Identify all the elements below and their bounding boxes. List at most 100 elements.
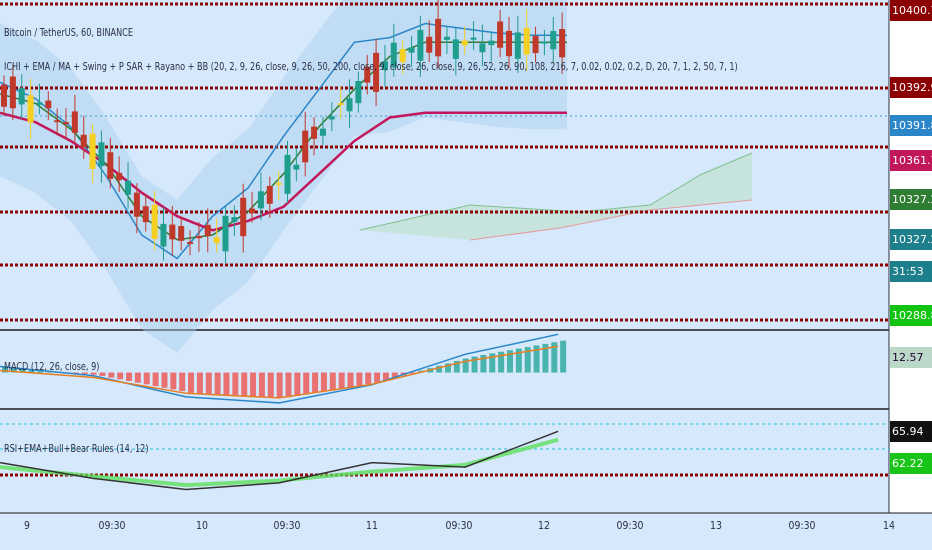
indicator-legend[interactable]: ICHI + EMA / MA + Swing + P SAR + Rayano… (4, 60, 738, 73)
candle-body (435, 18, 442, 57)
price-tag[interactable]: 31:53 (890, 261, 932, 282)
macd-bar (188, 372, 195, 393)
cloud-line (359, 152, 753, 231)
x-tick-label: 12 (538, 519, 550, 532)
macd-bar (551, 342, 558, 373)
x-tick-label: 9 (24, 519, 30, 532)
candle-body (470, 37, 477, 40)
macd-bar (542, 343, 549, 373)
macd-bar (462, 358, 469, 373)
macd-bar (374, 372, 381, 383)
time-axis-bg (0, 513, 932, 550)
macd-bar (356, 372, 363, 386)
candle-body (417, 29, 424, 61)
price-tag[interactable]: 65.94 (890, 421, 932, 442)
macd-bar (320, 372, 327, 392)
candle-body (373, 52, 380, 92)
candle-body (195, 236, 202, 239)
candle-body (497, 21, 504, 48)
candle-body (399, 49, 406, 63)
x-tick-label: 09:30 (788, 519, 816, 532)
price-tag[interactable]: 10361.78 (890, 150, 932, 171)
candle-body (559, 29, 566, 58)
candle-body (231, 217, 238, 222)
candle-body (328, 116, 335, 120)
macd-bar (294, 372, 301, 396)
candle-body (381, 61, 388, 71)
candle-body (426, 36, 433, 53)
candle-body (390, 42, 397, 68)
candle-body (45, 100, 52, 109)
candle-body (151, 204, 158, 239)
macd-bar (436, 365, 443, 373)
candle-body (452, 39, 459, 59)
price-tag[interactable]: 10400.76 (890, 0, 932, 21)
x-tick-label: 09:30 (616, 519, 644, 532)
macd-bar (161, 372, 168, 388)
candle-body (18, 88, 25, 105)
macd-bar (338, 372, 345, 389)
macd-bar (152, 372, 159, 387)
macd-bar (471, 356, 478, 373)
x-tick-label: 14 (883, 519, 895, 532)
candle-body (541, 41, 548, 44)
candle-body (240, 197, 247, 237)
horizontal-levels (0, 2, 889, 477)
macd-line (0, 333, 559, 404)
x-tick-label: 09:30 (273, 519, 301, 532)
price-tag[interactable]: 12.57 (890, 347, 932, 368)
candle-body (36, 102, 43, 105)
rsi-legend[interactable]: RSI+EMA+Bull+Bear Rules (14, 12) (4, 442, 149, 455)
price-tag[interactable]: 10288.88 (890, 305, 932, 326)
candle-body (204, 224, 211, 236)
price-tag[interactable]: 10392.94 (890, 77, 932, 98)
macd-bar (72, 372, 79, 374)
macd-bar (10, 368, 17, 373)
signal-line (0, 345, 559, 399)
macd-bar (267, 372, 274, 398)
candle-body (1, 84, 7, 107)
candle-body (302, 130, 309, 163)
macd-bar (489, 353, 496, 373)
macd-bar (533, 345, 540, 373)
candle-body (160, 223, 167, 247)
candle-body (213, 237, 220, 244)
macd-bar (37, 370, 44, 373)
candle-body (98, 142, 105, 167)
candlesticks (1, 0, 566, 264)
macd-bar (303, 372, 310, 395)
macd-bar (205, 372, 212, 394)
price-tag[interactable]: 10327.24 (890, 189, 932, 210)
candle-body (266, 185, 273, 204)
candle-body (89, 133, 96, 169)
macd-bar (241, 372, 248, 396)
candle-body (408, 47, 415, 53)
x-tick-label: 10 (196, 519, 208, 532)
price-tag[interactable]: 10327.24 (890, 229, 932, 250)
macd-bar (170, 372, 177, 390)
candle-body (364, 66, 371, 83)
candle-body (479, 43, 486, 53)
rsi-pane-bg (0, 410, 889, 513)
macd-bar (214, 372, 221, 395)
macd-bar (19, 368, 26, 373)
candle-body (222, 215, 229, 252)
candle-body (523, 27, 530, 55)
candle-body (284, 154, 291, 194)
macd-bar (134, 372, 141, 383)
candle-body (443, 36, 450, 40)
macd-bar (347, 372, 354, 388)
macd-bar (232, 372, 239, 396)
macd-bar (2, 367, 8, 373)
macd-bar (506, 350, 513, 373)
macd-legend[interactable]: MACD (12, 26, close, 9) (4, 360, 100, 373)
macd-bar (391, 372, 398, 378)
x-tick-label: 11 (366, 519, 378, 532)
macd-bar (108, 372, 115, 378)
chart-title[interactable]: Bitcoin / TetherUS, 60, BINANCE (4, 26, 133, 39)
price-tag[interactable]: 10391.89 (890, 115, 932, 136)
price-tag[interactable]: 62.22 (890, 453, 932, 474)
candle-body (293, 164, 300, 170)
candle-body (346, 98, 353, 112)
